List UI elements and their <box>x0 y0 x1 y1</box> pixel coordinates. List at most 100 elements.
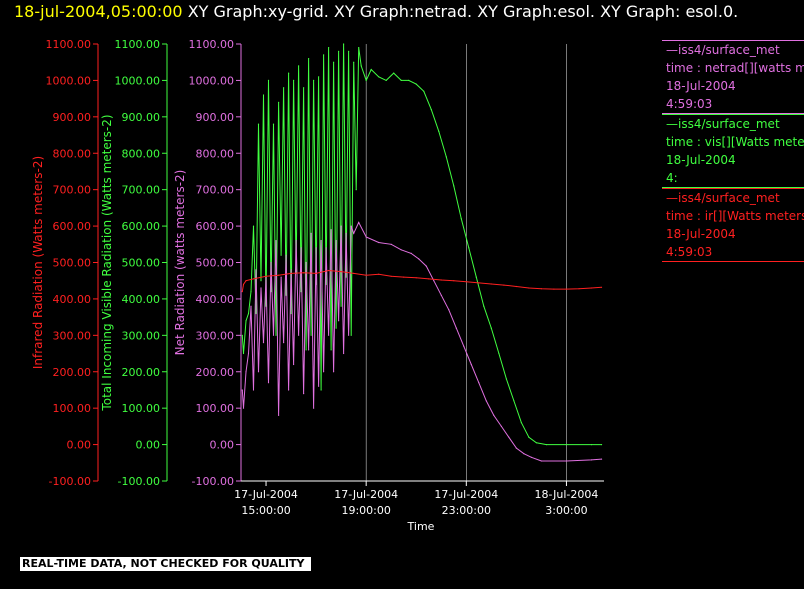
data-point-vis <box>333 61 335 63</box>
data-point-net <box>455 327 457 329</box>
data-point-net <box>275 240 277 242</box>
y-tick-label-vis: 400.00 <box>122 293 161 306</box>
y-tick-label-vis: 200.00 <box>122 366 161 379</box>
data-point-vis <box>350 334 352 336</box>
data-point-ir <box>415 277 417 279</box>
data-point-net <box>245 371 247 373</box>
data-point-net <box>333 371 335 373</box>
series-line-net <box>241 221 602 462</box>
data-point-vis <box>370 68 372 71</box>
data-point-ir <box>440 279 442 281</box>
data-point-net <box>320 240 322 242</box>
data-point-net <box>242 407 245 409</box>
data-point-net <box>365 236 367 238</box>
data-point-vis <box>280 254 282 256</box>
data-point-vis <box>445 156 447 158</box>
y-tick-label-ir: 900.00 <box>53 111 92 124</box>
data-point-vis <box>565 444 568 446</box>
y-tick-label-net: 1000.00 <box>189 74 235 87</box>
data-point-net <box>285 254 287 256</box>
data-point-net <box>255 269 257 271</box>
data-point-vis <box>360 65 362 67</box>
y-tick-label-vis: 1100.00 <box>115 38 161 51</box>
data-point-ir <box>278 274 280 276</box>
data-point-ir <box>252 278 255 280</box>
y-tick-label-net: 0.00 <box>210 439 235 452</box>
data-point-vis <box>260 280 262 282</box>
data-point-net <box>272 334 275 336</box>
y-tick-label-vis: -100.00 <box>118 475 160 488</box>
y-tick-label-ir: 600.00 <box>53 220 92 233</box>
data-point-ir <box>242 283 245 285</box>
data-point-vis <box>283 87 285 89</box>
data-point-ir <box>503 284 505 286</box>
data-point-net <box>288 389 290 391</box>
data-point-net <box>448 309 450 311</box>
data-point-ir <box>565 288 568 290</box>
x-tick-label: 23:00:00 <box>442 504 491 517</box>
x-tick-label: 17-Jul-2004 <box>434 488 498 501</box>
y-tick-label-ir: 0.00 <box>67 439 92 452</box>
data-point-net <box>590 459 593 461</box>
legend-entry: —iss4/surface_met time : ir[][Watts meter… <box>662 188 804 262</box>
data-point-net <box>260 287 262 289</box>
data-point-vis <box>590 444 593 446</box>
data-point-net <box>600 458 603 460</box>
data-point-net <box>418 258 420 260</box>
data-point-vis <box>340 305 342 307</box>
data-point-vis <box>460 218 462 220</box>
y-tick-label-vis: 700.00 <box>122 184 161 197</box>
data-point-ir <box>490 283 492 285</box>
data-point-net <box>257 371 260 373</box>
data-point-net <box>290 269 292 271</box>
data-point-net <box>390 243 392 245</box>
y-tick-label-ir: 1000.00 <box>46 74 92 87</box>
y-tick-label-net: 200.00 <box>196 366 235 379</box>
data-point-net <box>508 436 510 438</box>
x-tick-label: 15:00:00 <box>241 504 290 517</box>
data-point-vis <box>483 305 485 307</box>
data-point-vis <box>252 225 255 227</box>
y-tick-label-vis: 0.00 <box>136 439 161 452</box>
data-point-vis <box>393 72 395 74</box>
data-point-ir <box>403 276 405 278</box>
data-point-ir <box>515 285 518 288</box>
data-point-net <box>493 414 495 416</box>
data-point-vis <box>505 378 507 380</box>
y-tick-label-net: 100.00 <box>196 402 235 415</box>
data-point-vis <box>343 43 345 45</box>
y-tick-label-ir: 1100.00 <box>46 38 92 51</box>
data-point-net <box>348 334 350 336</box>
data-point-net <box>250 305 252 307</box>
y-tick-label-ir: 300.00 <box>53 329 92 342</box>
data-point-ir <box>353 272 355 274</box>
x-axis-label: Time <box>407 520 435 533</box>
data-point-net <box>308 349 310 351</box>
y-tick-label-net: 900.00 <box>196 111 235 124</box>
y-tick-label-ir: -100.00 <box>49 475 91 488</box>
data-point-net <box>400 249 402 251</box>
data-point-net <box>470 363 472 366</box>
data-point-net <box>283 342 285 344</box>
data-point-vis <box>267 79 270 81</box>
data-point-net <box>267 382 270 384</box>
data-point-vis <box>328 47 330 49</box>
data-point-vis <box>378 76 380 78</box>
data-point-vis <box>318 76 320 78</box>
legend-line: —iss4/surface_met <box>666 43 780 57</box>
y-tick-label-ir: 800.00 <box>53 147 92 160</box>
data-point-vis <box>262 94 265 96</box>
data-point-vis <box>453 185 455 187</box>
data-point-vis <box>353 61 355 63</box>
data-point-vis <box>408 79 410 81</box>
y-tick-label-vis: 1000.00 <box>115 74 161 87</box>
data-point-net <box>270 261 272 264</box>
data-point-vis <box>257 123 260 125</box>
data-point-net <box>433 280 435 282</box>
data-point-net <box>345 232 347 234</box>
data-point-vis <box>255 312 257 315</box>
data-point-net <box>278 414 280 416</box>
y-tick-label-vis: 100.00 <box>122 402 161 415</box>
data-point-vis <box>250 291 252 293</box>
